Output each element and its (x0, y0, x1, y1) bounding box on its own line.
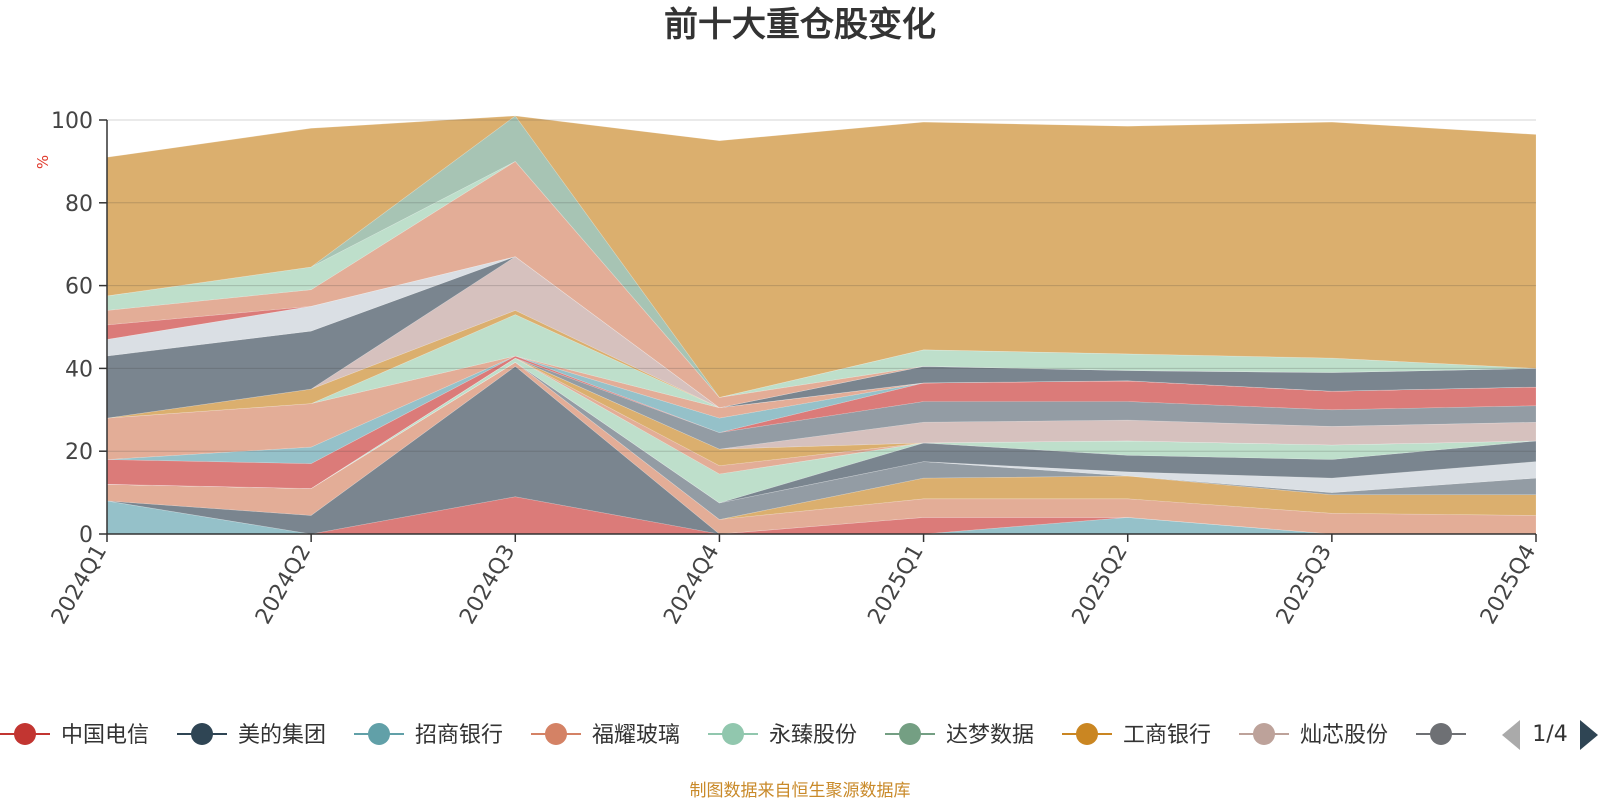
area-series-23 (106, 161, 1537, 398)
y-axis-label: % (34, 155, 52, 169)
area-series-group (106, 115, 1537, 535)
x-tick-label: 2025Q3 (1272, 541, 1337, 629)
legend-label: 灿芯股份 (1300, 723, 1388, 748)
legend-pager: 1/4 (1502, 720, 1598, 750)
legend: 中国电信 美的集团 招商银行 福耀玻璃 永臻股份 达梦数据 工商银行 灿芯股份 海光信息 (0, 723, 1565, 748)
legend-item[interactable]: 福耀玻璃 (531, 723, 680, 748)
area-series-20 (106, 256, 1537, 409)
area-series-4 (106, 361, 1537, 520)
legend-marker-icon (191, 723, 213, 745)
x-tick-label: 2025Q1 (863, 541, 928, 629)
y-tick-label: 100 (51, 109, 93, 134)
area-series-13 (106, 355, 1537, 489)
area-series-7 (106, 361, 1537, 504)
y-tick-label: 40 (65, 357, 93, 382)
legend-marker-icon (545, 723, 567, 745)
legend-marker-icon (14, 723, 36, 745)
legend-prev-icon[interactable] (1502, 720, 1520, 750)
area-series-11 (106, 357, 1537, 489)
area-series-2 (106, 365, 1536, 535)
legend-label: 中国电信 (61, 723, 149, 748)
legend-item[interactable]: 海光信息 (1416, 723, 1565, 748)
legend-item[interactable]: 达梦数据 (885, 723, 1034, 748)
area-series-25 (106, 115, 1537, 398)
area-series-12 (106, 357, 1537, 489)
legend-item[interactable]: 工商银行 (1062, 723, 1211, 748)
legend-page-indicator: 1/4 (1532, 722, 1567, 747)
data-source-note: 制图数据来自恒生聚源数据库 (690, 781, 911, 800)
x-tick-label: 2025Q4 (1476, 541, 1541, 629)
legend-marker-icon (899, 723, 921, 745)
legend-label: 福耀玻璃 (592, 723, 680, 748)
legend-item[interactable]: 灿芯股份 (1239, 723, 1388, 748)
x-tick-label: 2024Q4 (659, 541, 724, 629)
x-tick-label: 2024Q1 (47, 541, 112, 629)
grid-lines (107, 119, 1536, 535)
y-tick-label: 20 (65, 440, 93, 465)
x-tick-label: 2024Q2 (251, 541, 316, 629)
legend-item[interactable]: 美的集团 (177, 723, 326, 748)
area-series-5 (106, 361, 1537, 520)
x-tick-label: 2024Q3 (455, 541, 520, 629)
legend-label: 工商银行 (1123, 723, 1211, 748)
legend-item[interactable]: 永臻股份 (708, 723, 857, 748)
legend-marker-icon (722, 723, 744, 745)
y-tick-label: 60 (65, 275, 93, 300)
legend-marker-icon (1076, 723, 1098, 745)
legend-next-icon[interactable] (1580, 720, 1598, 750)
area-series-21 (106, 256, 1537, 409)
area-series-19 (106, 256, 1537, 419)
legend-item[interactable]: 招商银行 (354, 723, 503, 748)
legend-label: 海光信息 (1477, 723, 1565, 748)
legend-label: 永臻股份 (769, 723, 857, 748)
legend-item[interactable]: 中国电信 (0, 723, 149, 748)
y-tick-label: 0 (79, 523, 93, 548)
chart-title: 前十大重仓股变化 (664, 5, 936, 45)
legend-label: 美的集团 (238, 723, 326, 748)
area-series-22 (106, 161, 1537, 409)
y-tick-label: 80 (65, 192, 93, 217)
legend-marker-icon (1253, 723, 1275, 745)
legend-marker-icon (1430, 723, 1452, 745)
legend-label: 达梦数据 (946, 723, 1034, 748)
area-series-6 (106, 361, 1537, 504)
legend-marker-icon (368, 723, 390, 745)
legend-label: 招商银行 (415, 723, 503, 748)
x-tick-label: 2025Q2 (1068, 541, 1133, 629)
